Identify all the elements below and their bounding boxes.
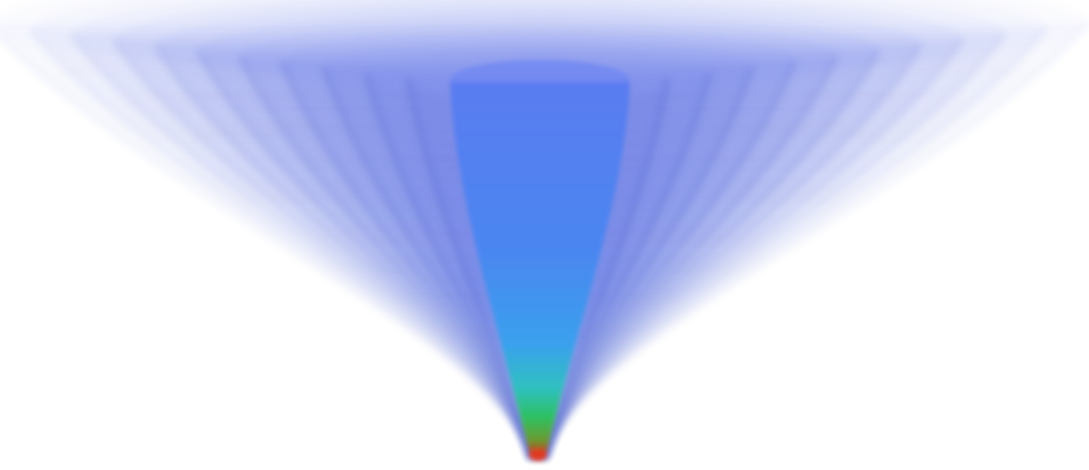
- cone-core: [450, 60, 630, 461]
- shell-edge: [405, 77, 671, 459]
- core-tip: [529, 449, 547, 461]
- core-body: [450, 82, 630, 455]
